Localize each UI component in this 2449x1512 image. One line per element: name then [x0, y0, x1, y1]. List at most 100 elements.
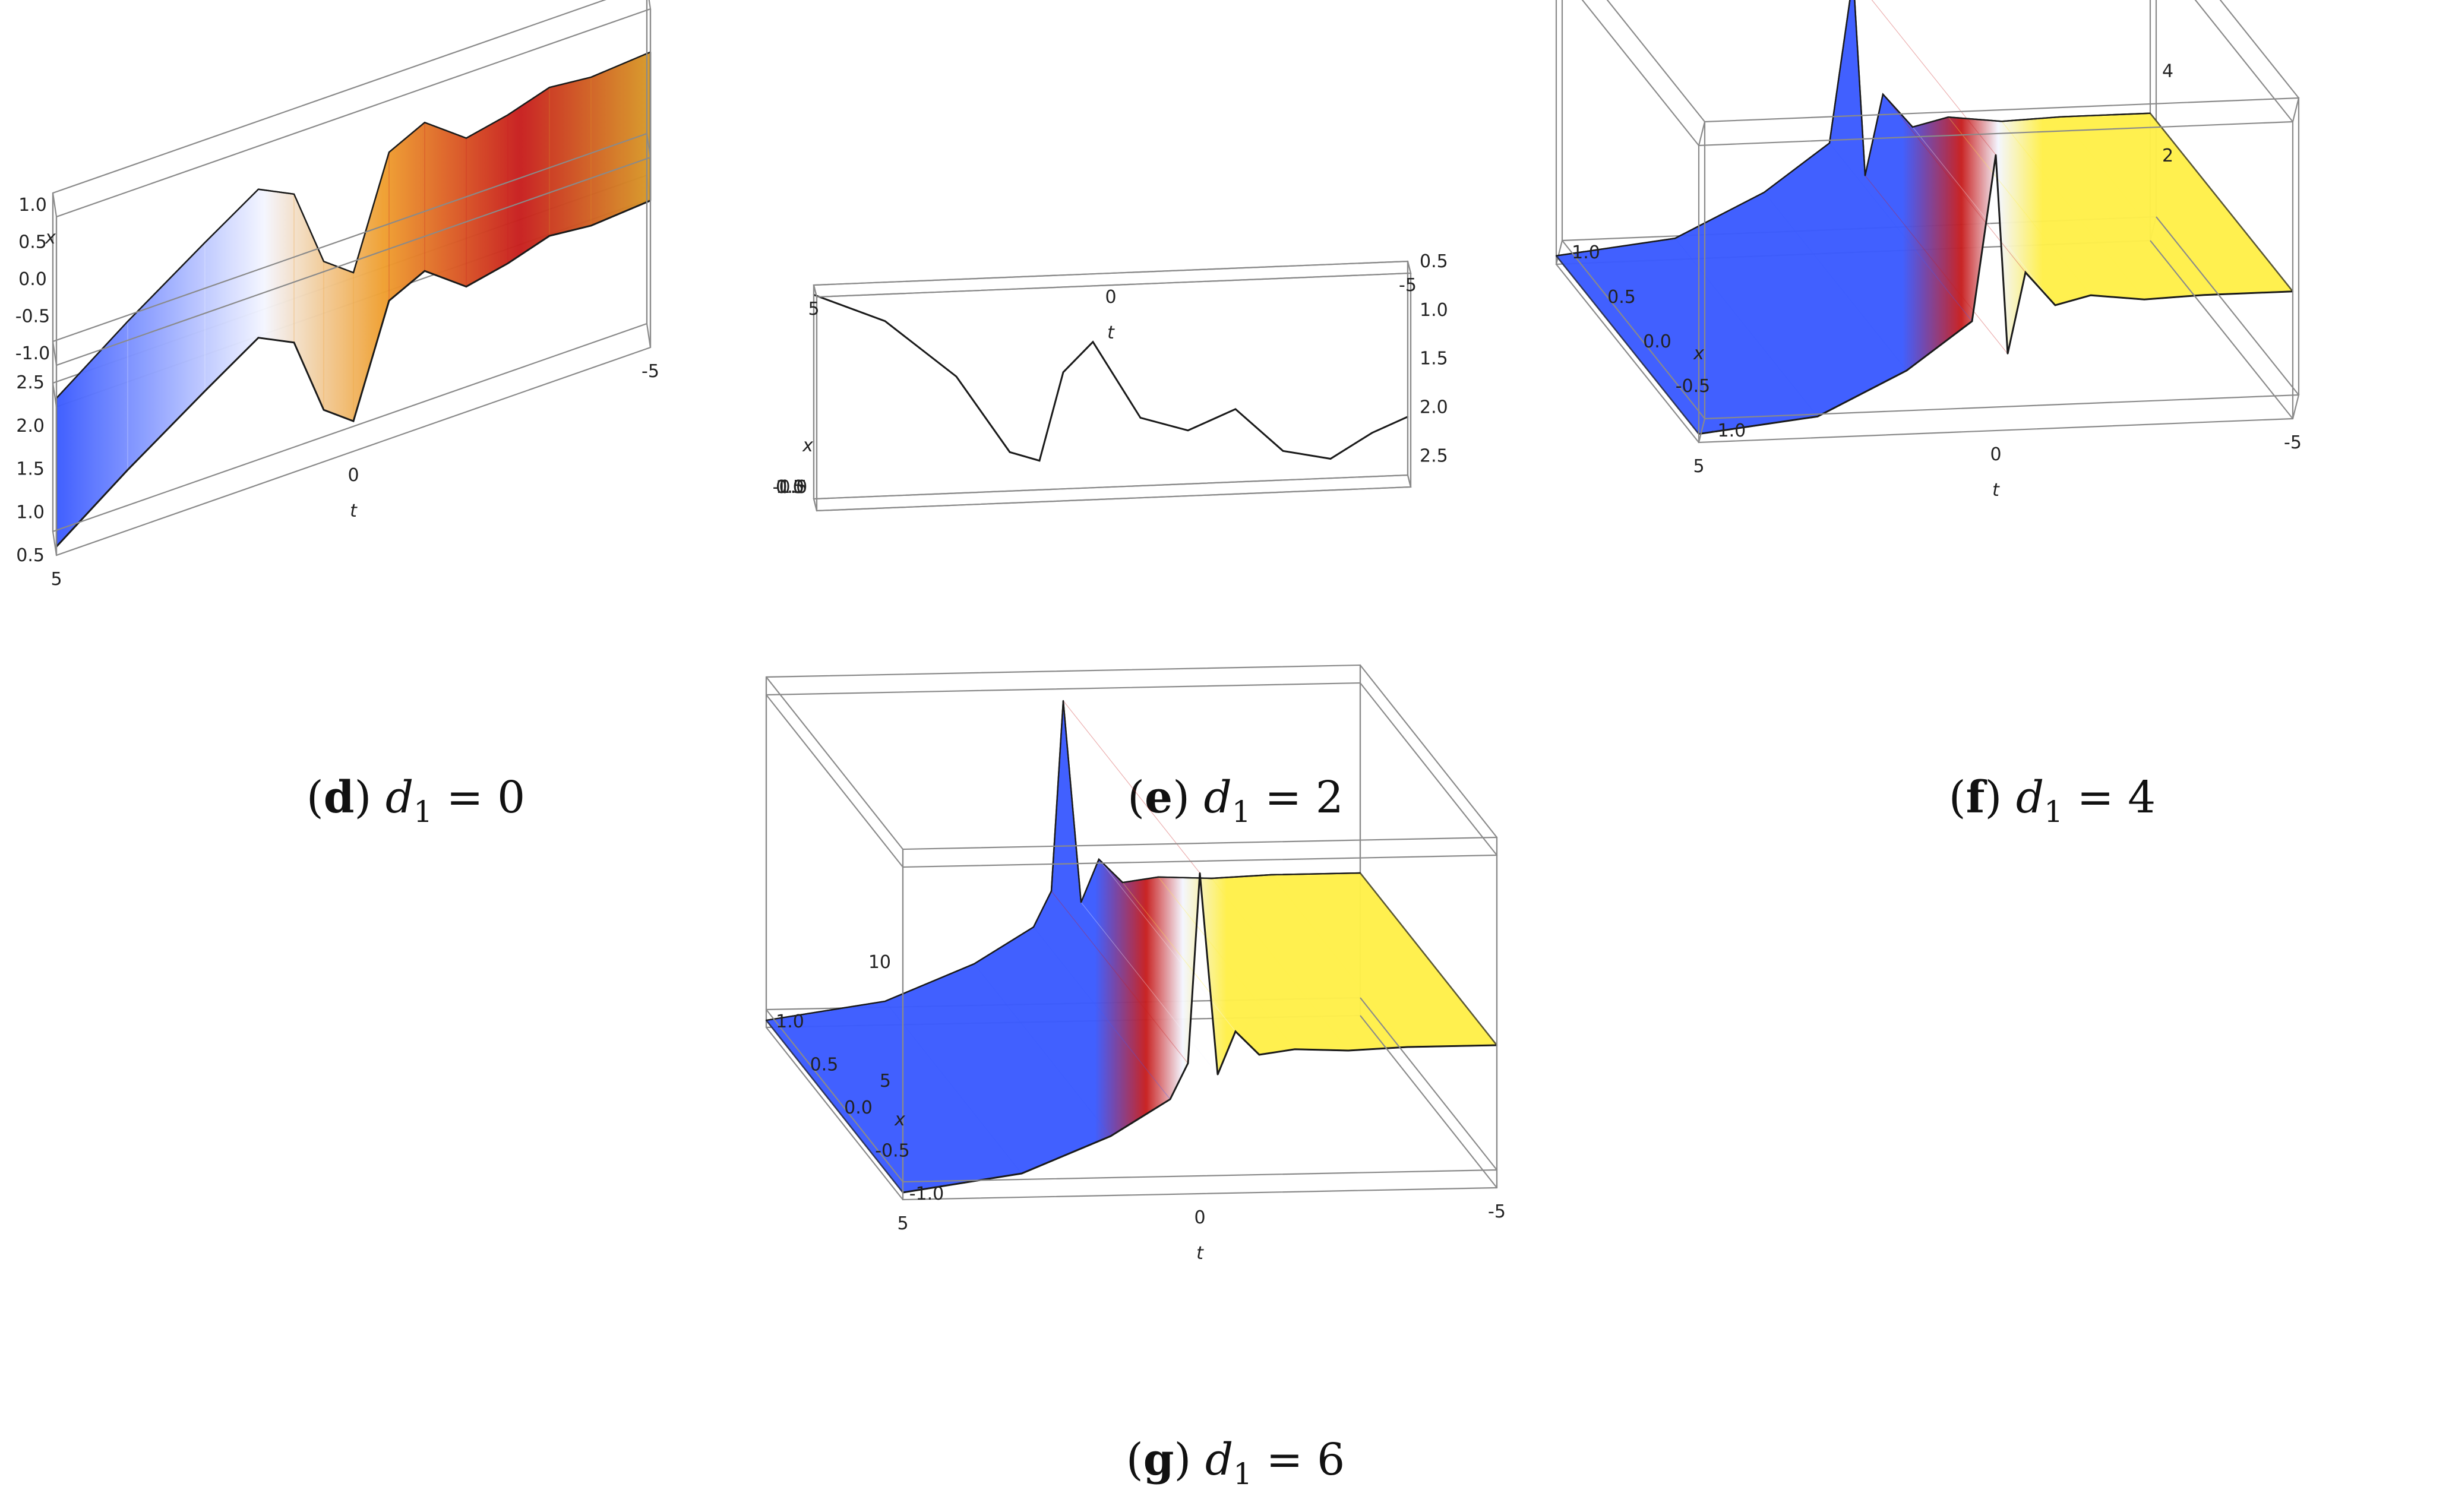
z-axis-ticks: 642: [2162, 61, 2173, 166]
z-tick-label: 0.5: [16, 545, 45, 566]
surface-mesh-line: [1912, 126, 2056, 306]
surface: [813, 293, 1409, 462]
x-tick-label: -0.5: [773, 477, 808, 498]
t-tick-label: 5: [50, 569, 62, 590]
z-tick-label: 2.0: [1420, 397, 1448, 417]
x-tick-label: -1.0: [1711, 420, 1746, 441]
x-axis-ticks: 1.0 0.50.0 -0.5 -1.0: [776, 1011, 944, 1204]
x-axis-label: x: [802, 435, 813, 456]
surface-mesh-line: [1871, 0, 1996, 156]
surface-mesh-line: [1360, 872, 1497, 1046]
z-tick-label: 4: [2162, 61, 2173, 81]
x-tick-label: -1.0: [15, 343, 50, 364]
z-tick-label: 10: [868, 952, 891, 973]
x-tick-label: 0.5: [1607, 287, 1636, 308]
caption-d: (d) d1 = 0: [306, 772, 526, 829]
surface: [55, 51, 652, 548]
surface-mesh-line: [1271, 874, 1408, 1048]
t-tick-label: -5: [1488, 1201, 1506, 1222]
surface-mesh-line: [884, 1001, 1022, 1174]
t-tick-label: 0: [347, 465, 359, 486]
x-tick-label: -1.0: [773, 477, 808, 498]
surface-plot-g: 5 0 -5 t 1.0 0.50.0 -0.5 -1.0 x 10 5: [765, 664, 1506, 1264]
x-tick-label: 0.0: [18, 269, 47, 290]
t-axis-label: t: [1992, 480, 2000, 501]
x-tick-label: 1.0: [776, 477, 804, 498]
bounding-box-front: [766, 665, 1498, 1201]
t-axis-label: t: [1196, 1243, 1204, 1264]
t-tick-label: -5: [1399, 275, 1417, 296]
surface-mesh-line: [1158, 877, 1295, 1050]
x-tick-label: 0.5: [776, 477, 804, 498]
z-tick-label: 2: [2162, 145, 2173, 166]
surface-plot-f: 50-5t1.00.50.0-0.5-1.0x642: [1555, 0, 2302, 501]
x-tick-label: 1.0: [1572, 242, 1600, 263]
t-tick-label: -5: [642, 361, 659, 382]
x-tick-label: 0.5: [810, 1055, 839, 1076]
x-axis-ticks: -1.0-0.50.00.51.0: [15, 195, 50, 364]
t-axis-label: t: [1107, 322, 1115, 343]
x-tick-label: 1.0: [776, 1011, 804, 1032]
surface: [1555, 0, 2294, 435]
z-tick-label: 5: [880, 1071, 891, 1092]
x-tick-label: -0.5: [1676, 376, 1711, 397]
caption-f: (f) d1 = 4: [1948, 772, 2156, 829]
x-tick-label: -0.5: [15, 306, 50, 327]
surface: [765, 700, 1498, 1194]
z-tick-label: 1.0: [1420, 300, 1448, 321]
surface-mesh-line: [1556, 255, 1699, 435]
t-tick-label: 5: [1693, 456, 1704, 477]
t-axis-ticks: 5 0 -5: [50, 361, 659, 590]
z-tick-label: 1.5: [1420, 349, 1448, 369]
surface-mesh-line: [2150, 113, 2293, 292]
z-tick-label: 2.0: [16, 416, 45, 436]
surface-mesh-line: [1080, 902, 1218, 1075]
z-tick-label: 1.5: [16, 459, 45, 480]
z-tick-label: 2.5: [1420, 445, 1448, 466]
x-tick-label: 0.0: [776, 477, 804, 498]
bounding-box-front: [813, 260, 1412, 512]
x-axis-ticks: -1.0-0.50.00.51.0: [773, 477, 808, 498]
x-tick-label: 0.0: [844, 1097, 873, 1118]
surface-mesh-line: [1764, 192, 1907, 371]
z-tick-label: 0.5: [1420, 251, 1448, 272]
x-tick-label: 1.0: [18, 195, 47, 216]
surface-mesh-line: [1051, 891, 1189, 1064]
z-tick-label: 1.0: [16, 502, 45, 523]
t-axis-ticks: 5 0 -5: [808, 275, 1417, 320]
surface-mesh-line: [974, 963, 1111, 1137]
z-tick-label: 2.5: [16, 372, 45, 393]
x-tick-label: -0.5: [875, 1141, 910, 1162]
surface-mesh-line: [2061, 116, 2204, 296]
x-axis-label: x: [1693, 343, 1704, 364]
x-axis-label: x: [45, 227, 56, 248]
surface-mesh-line: [1033, 926, 1171, 1100]
surface-mesh-line: [1865, 175, 2008, 355]
surface-mesh-line: [1122, 882, 1260, 1055]
caption-g: (g) d1 = 6: [1126, 1434, 1345, 1491]
surface-plot-d: 5 0 -5 t -1.0 -0.5 0.0 0.5 1.0 x 2.5 2.0 1.5 1.0 0.5: [15, 0, 659, 590]
z-axis-ticks: 0.5 1.0 1.5 2.0 2.5: [1420, 251, 1448, 466]
bounding-box-front: [52, 0, 652, 556]
z-axis-ticks: 10 5: [868, 952, 891, 1092]
t-tick-label: 5: [808, 299, 819, 320]
x-axis-ticks: 1.0 0.5 0.0 -0.5 -1.0: [1572, 242, 1746, 441]
surface-mesh-line: [2001, 121, 2145, 300]
x-tick-label: 0.0: [1643, 331, 1671, 352]
t-axis-label: t: [350, 501, 358, 521]
t-axis-ticks: 5 0 -5: [897, 1201, 1506, 1234]
surface-plot-e: 50-5t-1.0-0.50.00.51.0x0.51.01.52.02.5: [773, 251, 1448, 512]
surface-mesh-line: [1948, 116, 2091, 296]
t-tick-label: 5: [897, 1213, 908, 1234]
z-axis-ticks: 2.5 2.0 1.5 1.0 0.5: [16, 372, 45, 566]
t-axis-ticks: 5 0 -5: [1693, 432, 2302, 477]
surface-mesh-line: [766, 1020, 903, 1193]
t-tick-label: 0: [1194, 1207, 1205, 1228]
t-tick-label: -5: [2284, 432, 2302, 453]
surface-mesh-line: [1829, 143, 1973, 322]
x-axis-label: x: [894, 1109, 905, 1130]
t-tick-label: 0: [1105, 287, 1116, 308]
surface-mesh-line: [1211, 878, 1349, 1051]
x-tick-label: -1.0: [909, 1184, 944, 1204]
caption-e: (e) d1 = 2: [1127, 772, 1344, 829]
